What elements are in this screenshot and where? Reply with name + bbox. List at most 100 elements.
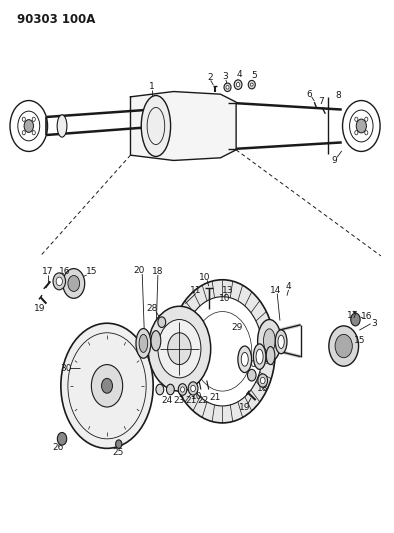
- Text: 16: 16: [361, 312, 373, 321]
- Circle shape: [24, 119, 33, 132]
- Text: 10: 10: [191, 392, 203, 401]
- Ellipse shape: [264, 329, 275, 353]
- Circle shape: [365, 117, 368, 122]
- Text: 26: 26: [52, 443, 64, 453]
- Circle shape: [61, 323, 153, 448]
- Circle shape: [349, 110, 373, 142]
- Ellipse shape: [224, 83, 231, 92]
- Ellipse shape: [260, 377, 265, 384]
- Text: 23: 23: [174, 395, 185, 405]
- Circle shape: [91, 365, 123, 407]
- Ellipse shape: [156, 384, 164, 395]
- Circle shape: [169, 280, 275, 423]
- Circle shape: [102, 378, 113, 393]
- Circle shape: [365, 131, 368, 135]
- Text: 18: 18: [257, 384, 268, 393]
- Ellipse shape: [136, 328, 151, 358]
- Ellipse shape: [241, 352, 248, 366]
- Circle shape: [148, 306, 211, 391]
- Text: 20: 20: [245, 360, 256, 369]
- Text: 20: 20: [134, 266, 145, 275]
- Text: 17: 17: [42, 268, 53, 276]
- Ellipse shape: [236, 83, 240, 87]
- Circle shape: [351, 313, 360, 326]
- Circle shape: [32, 131, 35, 135]
- Text: 9: 9: [332, 156, 338, 165]
- Circle shape: [355, 117, 358, 122]
- Ellipse shape: [191, 385, 195, 392]
- Ellipse shape: [275, 330, 287, 354]
- Circle shape: [63, 269, 85, 298]
- Ellipse shape: [256, 349, 263, 364]
- Text: 6: 6: [307, 90, 312, 99]
- Ellipse shape: [248, 80, 255, 89]
- Text: 15: 15: [354, 336, 366, 345]
- Text: 21: 21: [209, 393, 221, 402]
- Circle shape: [68, 276, 80, 292]
- Ellipse shape: [238, 346, 252, 373]
- Text: 14: 14: [269, 286, 281, 295]
- Text: 19: 19: [239, 402, 251, 411]
- Circle shape: [182, 297, 263, 406]
- Circle shape: [22, 117, 25, 122]
- Text: 28: 28: [146, 304, 158, 313]
- Circle shape: [58, 432, 67, 445]
- Text: 21: 21: [186, 395, 197, 405]
- Circle shape: [335, 334, 352, 358]
- Text: 3: 3: [222, 72, 228, 81]
- Circle shape: [10, 101, 48, 151]
- Text: 1: 1: [149, 82, 155, 91]
- Text: 5: 5: [251, 70, 257, 79]
- Ellipse shape: [278, 335, 284, 349]
- Text: 8: 8: [336, 91, 342, 100]
- Ellipse shape: [180, 387, 184, 392]
- Text: 4: 4: [286, 282, 291, 291]
- Ellipse shape: [226, 85, 229, 89]
- Ellipse shape: [178, 384, 187, 395]
- Ellipse shape: [253, 344, 266, 369]
- Text: 29: 29: [231, 323, 243, 332]
- Ellipse shape: [251, 83, 253, 86]
- Circle shape: [342, 101, 380, 151]
- Ellipse shape: [158, 317, 166, 327]
- Ellipse shape: [167, 384, 174, 395]
- Ellipse shape: [115, 440, 122, 448]
- Text: 16: 16: [59, 268, 71, 276]
- Ellipse shape: [266, 346, 275, 365]
- Circle shape: [168, 333, 191, 365]
- Circle shape: [18, 111, 40, 141]
- Ellipse shape: [139, 334, 148, 352]
- Text: 18: 18: [152, 268, 164, 276]
- Text: 3: 3: [371, 319, 377, 328]
- Text: 13: 13: [222, 286, 233, 295]
- Circle shape: [32, 117, 35, 122]
- Ellipse shape: [258, 374, 268, 387]
- Ellipse shape: [57, 115, 67, 137]
- Ellipse shape: [151, 330, 161, 351]
- Text: 15: 15: [85, 268, 97, 276]
- Text: 25: 25: [112, 448, 124, 457]
- Ellipse shape: [188, 382, 198, 395]
- Text: 2: 2: [207, 72, 213, 82]
- Ellipse shape: [141, 95, 171, 157]
- Ellipse shape: [234, 80, 242, 90]
- Circle shape: [53, 273, 65, 290]
- Text: 10: 10: [219, 294, 231, 303]
- Text: 7: 7: [318, 96, 323, 106]
- Circle shape: [355, 131, 358, 135]
- Text: 17: 17: [347, 311, 358, 320]
- Text: 11: 11: [190, 286, 202, 295]
- Circle shape: [356, 119, 366, 133]
- Text: 90303 100A: 90303 100A: [17, 13, 95, 27]
- Ellipse shape: [247, 369, 256, 381]
- Circle shape: [158, 319, 201, 378]
- Circle shape: [329, 326, 359, 366]
- Text: 4: 4: [236, 70, 242, 79]
- Ellipse shape: [258, 319, 281, 362]
- Circle shape: [56, 277, 62, 286]
- Text: 24: 24: [161, 395, 172, 405]
- Text: 30: 30: [60, 364, 72, 373]
- Polygon shape: [130, 92, 236, 160]
- Text: 19: 19: [34, 304, 45, 313]
- Text: 10: 10: [199, 272, 210, 281]
